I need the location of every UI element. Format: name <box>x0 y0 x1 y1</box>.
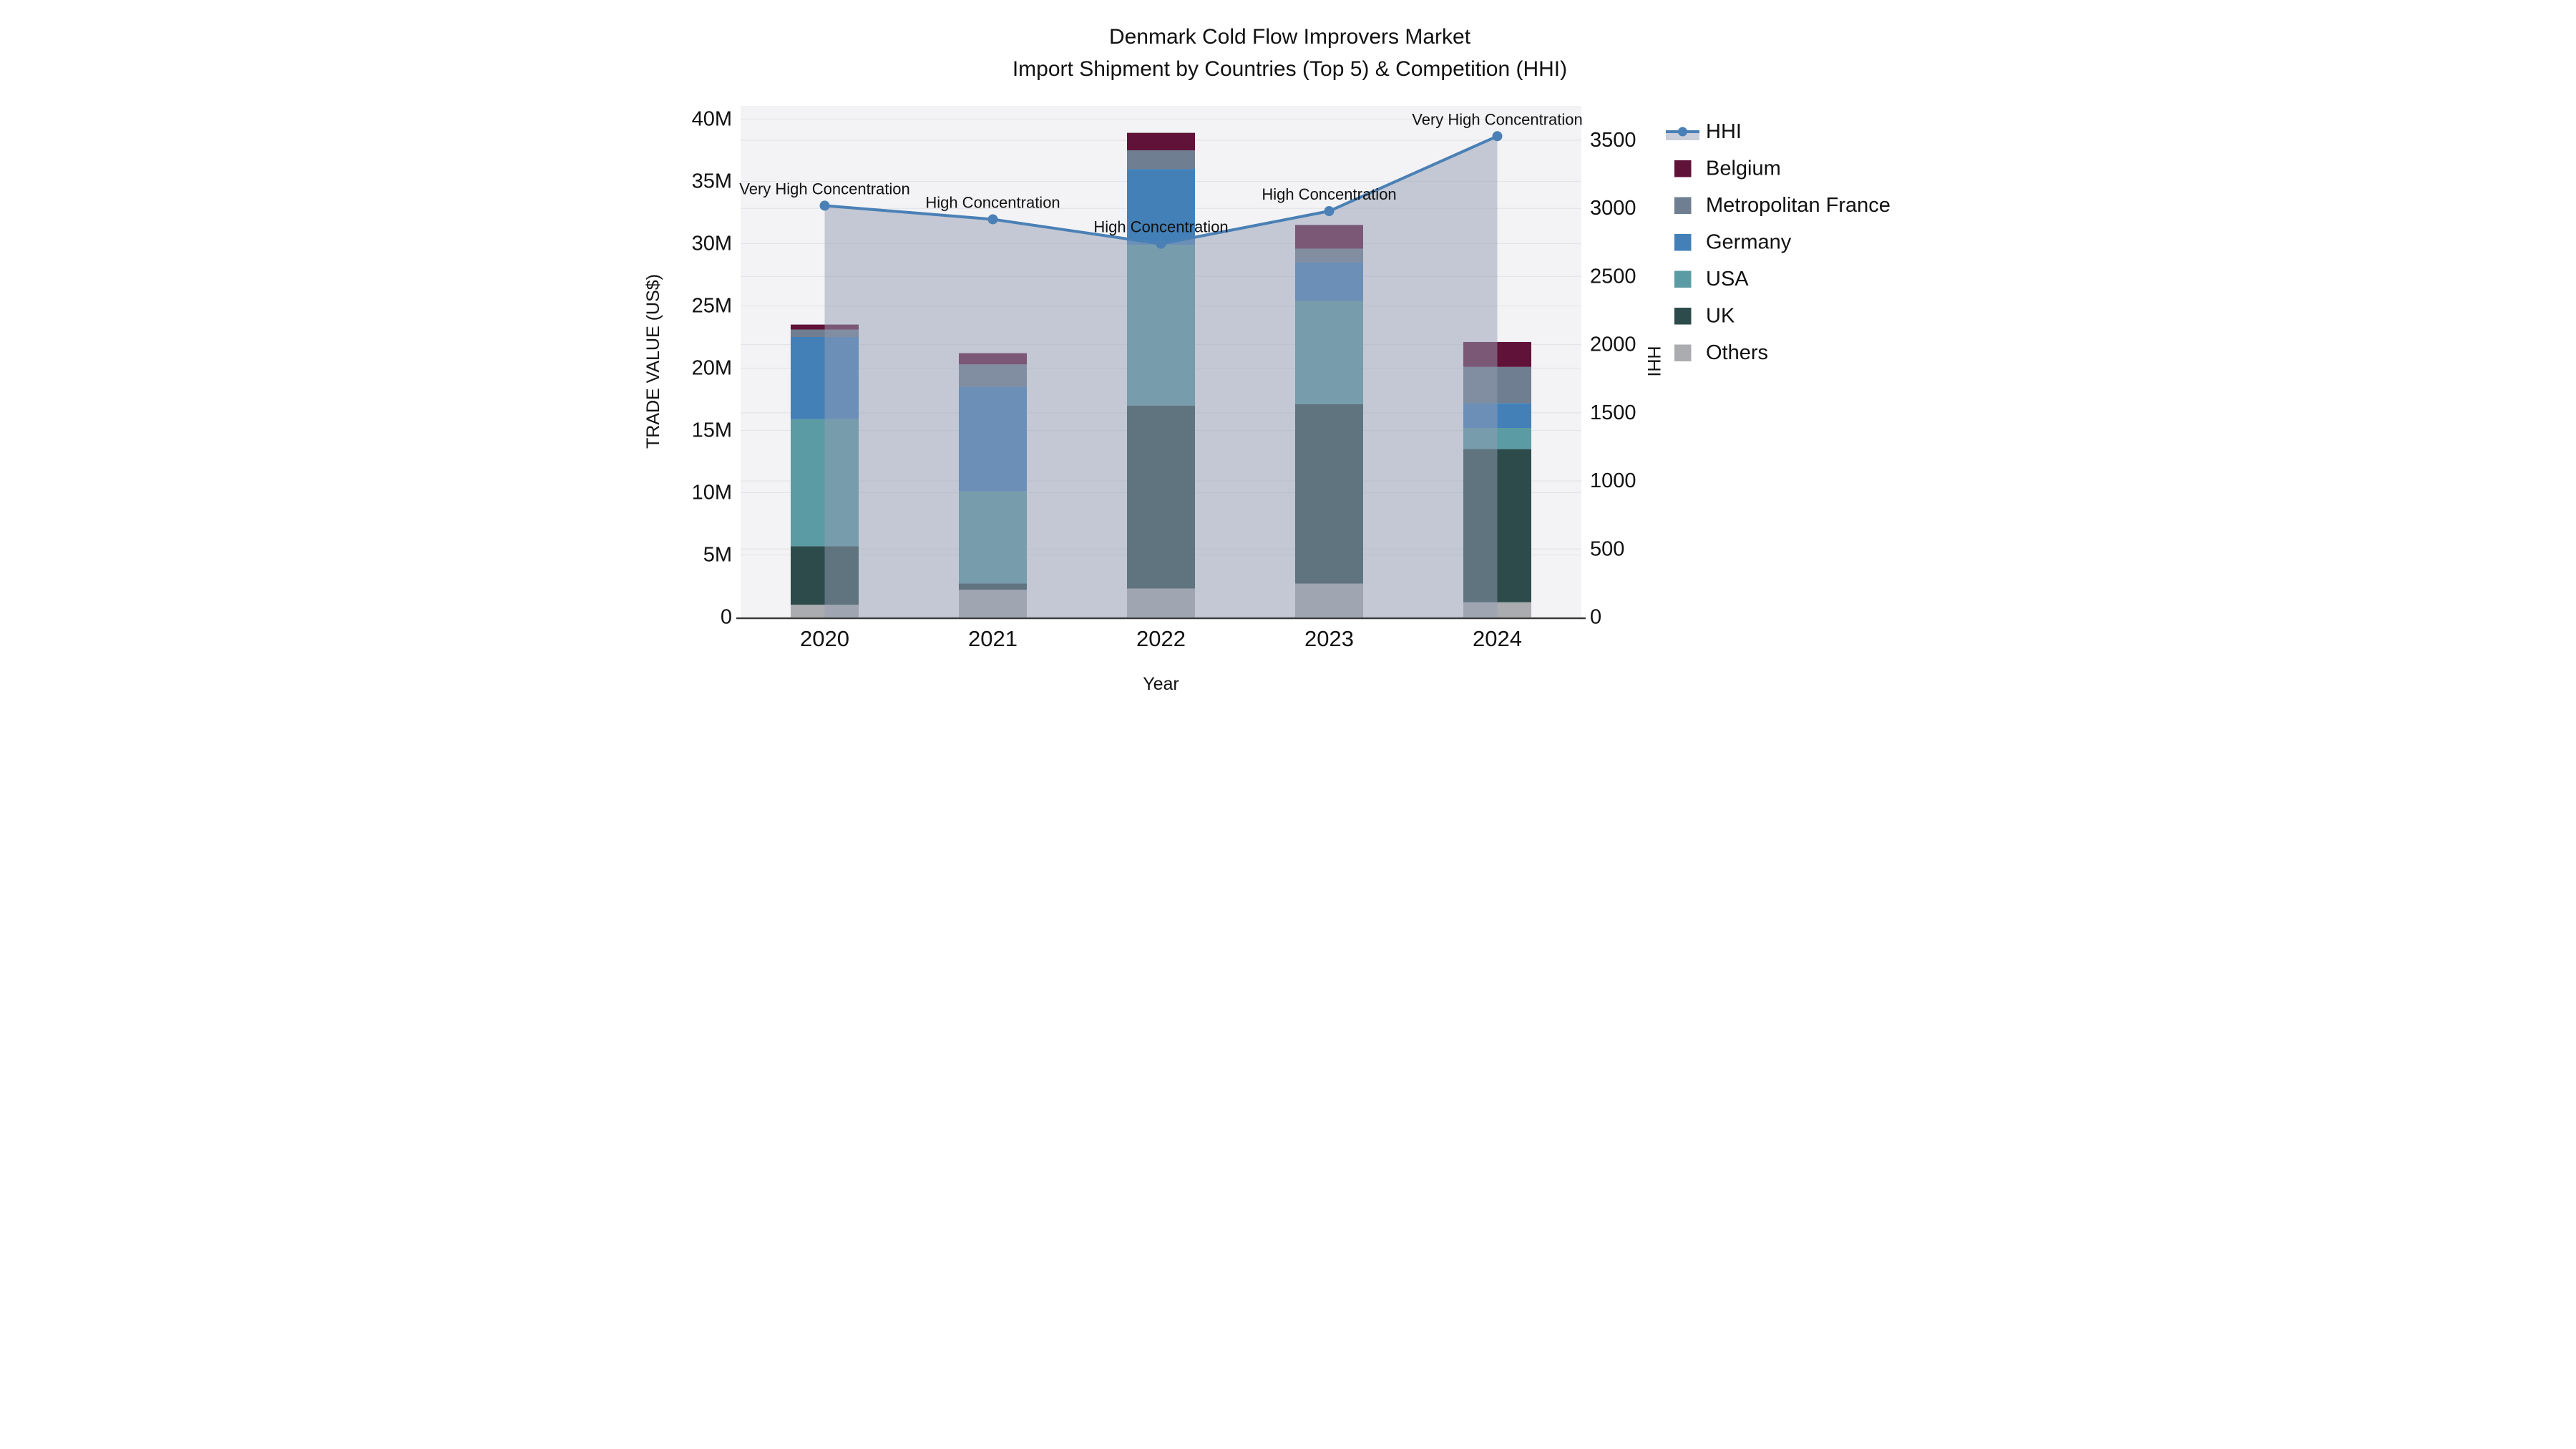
legend-item-metropolitan-france[interactable]: Metropolitan France <box>1674 194 1890 217</box>
axes-layer: 0 5M 10M 15M 20M 25M 30M 35M 40M 0 500 1000 1500 2000… <box>692 108 1636 652</box>
hhi-line-layer <box>819 131 1503 249</box>
annotations-layer: Very High Concentration High Concentratio… <box>739 110 1582 235</box>
y-left-tick-label: 0 <box>721 606 732 629</box>
legend-label: UK <box>1706 305 1735 328</box>
hhi-marker-2021[interactable] <box>987 214 998 225</box>
legend-hhi-marker-sample <box>1678 127 1687 137</box>
hhi-area-fill <box>824 136 1498 618</box>
legend-swatch-usa <box>1674 270 1692 288</box>
annotation-2022: High Concentration <box>1093 218 1228 236</box>
y-right-tick-label: 0 <box>1590 606 1601 629</box>
legend-label: Germany <box>1706 231 1792 254</box>
legend-swatch-germany <box>1674 234 1692 251</box>
annotation-2021: High Concentration <box>925 193 1060 211</box>
legend-swatch-metropolitan-france <box>1674 197 1692 214</box>
y-right-tick-label: 3000 <box>1590 197 1636 220</box>
y-right-tick-label: 2000 <box>1590 333 1636 356</box>
bar-segment-2022-germany[interactable] <box>1127 169 1195 245</box>
hhi-marker-2022[interactable] <box>1156 238 1166 249</box>
y-right-tick-label: 2500 <box>1590 265 1636 288</box>
y-left-tick-label: 40M <box>692 108 732 131</box>
x-axis-title: Year <box>1143 674 1179 694</box>
x-tick-label-2020: 2020 <box>800 626 849 651</box>
chart-title-line1: Denmark Cold Flow Improvers Market <box>1109 25 1471 49</box>
y-left-tick-label: 25M <box>692 295 732 318</box>
legend-label: USA <box>1706 268 1749 291</box>
y-axis-left-title: TRADE VALUE (US$) <box>644 274 663 449</box>
dual-axis-chart: 0 5M 10M 15M 20M 25M 30M 35M 40M 0 500 1000 1500 2000… <box>644 25 1890 694</box>
y-left-tick-label: 30M <box>692 233 732 255</box>
legend-label: Metropolitan France <box>1706 194 1890 217</box>
annotation-2023: High Concentration <box>1262 185 1396 203</box>
legend-item-hhi[interactable]: HHI <box>1666 120 1742 143</box>
y-left-tick-label: 5M <box>703 544 732 567</box>
legend-swatch-uk <box>1674 308 1692 325</box>
x-tick-label-2024: 2024 <box>1473 626 1522 651</box>
legend-item-uk[interactable]: UK <box>1674 305 1735 328</box>
hhi-marker-2024[interactable] <box>1492 131 1503 142</box>
y-left-tick-label: 15M <box>692 419 732 442</box>
legend-swatch-belgium <box>1674 160 1692 177</box>
hhi-marker-2020[interactable] <box>819 200 830 211</box>
legend-label: Others <box>1706 341 1768 364</box>
y-left-tick-label: 35M <box>692 170 732 193</box>
legend-label: HHI <box>1706 120 1742 143</box>
y-right-tick-label: 1000 <box>1590 469 1636 492</box>
legend-item-usa[interactable]: USA <box>1674 268 1749 291</box>
y-axis-right-title: HHI <box>1644 346 1664 376</box>
x-tick-label-2023: 2023 <box>1304 626 1354 651</box>
hhi-area-layer <box>824 136 1498 618</box>
x-tick-label-2022: 2022 <box>1136 626 1186 651</box>
bar-segment-2022-metropolitan-france[interactable] <box>1127 150 1195 170</box>
annotation-2020: Very High Concentration <box>739 180 909 197</box>
y-left-tick-label: 10M <box>692 482 732 504</box>
legend: HHI Belgium Metropolitan France Germany USA U… <box>1666 120 1890 364</box>
y-right-tick-label: 1500 <box>1590 401 1636 424</box>
y-right-tick-label: 3500 <box>1590 129 1636 152</box>
legend-item-germany[interactable]: Germany <box>1674 231 1792 254</box>
annotation-2024: Very High Concentration <box>1412 110 1582 128</box>
x-tick-label-2021: 2021 <box>968 626 1018 651</box>
bar-segment-2022-belgium[interactable] <box>1127 132 1195 150</box>
y-left-tick-label: 20M <box>692 357 732 380</box>
legend-item-belgium[interactable]: Belgium <box>1674 157 1781 180</box>
hhi-marker-2023[interactable] <box>1324 206 1335 217</box>
chart-container: 0 5M 10M 15M 20M 25M 30M 35M 40M 0 500 1000 1500 2000… <box>644 0 1932 725</box>
chart-title-line2: Import Shipment by Countries (Top 5) & C… <box>1013 57 1567 81</box>
legend-item-others[interactable]: Others <box>1674 341 1768 364</box>
y-right-tick-label: 500 <box>1590 537 1624 560</box>
legend-label: Belgium <box>1706 157 1781 180</box>
legend-swatch-others <box>1674 344 1692 361</box>
